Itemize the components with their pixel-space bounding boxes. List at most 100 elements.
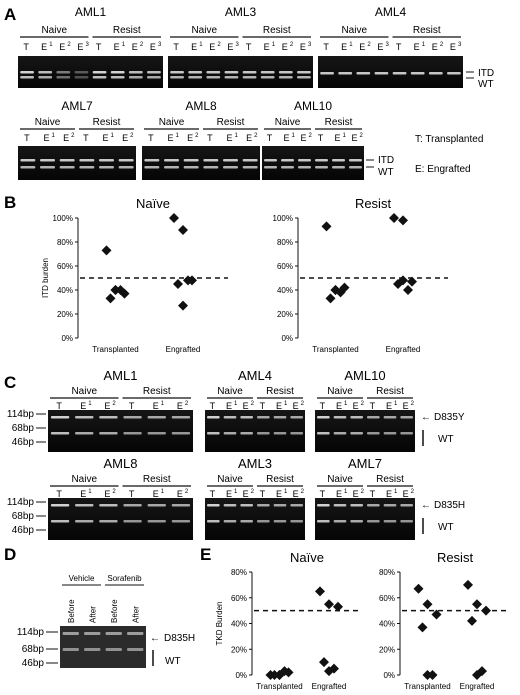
gel-band: [62, 632, 79, 635]
gel-band: [367, 416, 380, 419]
gel-band: [75, 504, 94, 507]
lane-label: T: [320, 401, 326, 411]
lane-superscript: 1: [88, 489, 92, 495]
lane-label: E: [177, 401, 183, 411]
gel-band: [147, 71, 161, 74]
gel-band: [383, 504, 397, 507]
gel-band: [75, 432, 94, 435]
gel-band: [242, 159, 258, 162]
lane-label: E: [114, 42, 120, 52]
gel-background: [315, 410, 415, 452]
lane-superscript: 1: [349, 42, 353, 48]
gel-band: [92, 76, 107, 79]
band-label-wt: WT: [438, 522, 454, 533]
gel-band: [170, 76, 184, 79]
x-category-label: Engrafted: [312, 682, 347, 691]
lane-label: E: [226, 489, 232, 499]
y-tick-label: 0%: [281, 334, 293, 343]
gel-band: [147, 432, 166, 435]
gel-band: [75, 520, 94, 523]
x-category-label: Engrafted: [386, 345, 421, 354]
data-point: [422, 599, 433, 610]
gel-band: [127, 632, 144, 635]
lane-superscript: 2: [301, 401, 305, 407]
gel-image: [60, 626, 146, 668]
gel-band: [188, 71, 203, 74]
gel-title: AML10: [294, 99, 332, 113]
panel-b: Naïve 100% 80% 60% 40% 20% 0% ITD burden Transpl…: [41, 196, 448, 354]
gel-title: AML8: [185, 99, 217, 113]
lane-label: T: [267, 133, 273, 143]
gel-band: [281, 159, 294, 162]
lane-label: E: [300, 133, 306, 143]
gel-band: [356, 72, 371, 75]
gel-band: [278, 71, 293, 74]
gel-title: AML1: [104, 368, 138, 383]
gel-band: [147, 76, 161, 79]
lane-superscript: 3: [158, 42, 162, 48]
gel-band: [281, 166, 294, 169]
gel-band: [273, 504, 287, 507]
gel-background: [142, 146, 260, 180]
gel-band: [383, 416, 397, 419]
gel-band: [127, 648, 144, 651]
lane-label: T: [210, 489, 216, 499]
y-tick-label: 40%: [231, 620, 247, 629]
gel-band: [320, 72, 334, 75]
data-point: [481, 605, 491, 616]
lane-superscript: 1: [344, 401, 348, 407]
data-point: [389, 213, 399, 223]
gel-band: [317, 520, 330, 523]
gel-band: [333, 520, 347, 523]
lane-label: After: [131, 606, 140, 623]
lane-superscript: 2: [301, 489, 305, 495]
panel-d-label: D: [4, 545, 16, 564]
lane-superscript: 1: [161, 489, 165, 495]
gel-band: [56, 71, 71, 74]
x-category-label: Engrafted: [460, 682, 495, 691]
lane-label: E: [336, 401, 342, 411]
gel-band: [105, 648, 122, 651]
lane-label: T: [370, 401, 376, 411]
data-point: [431, 609, 442, 620]
lane-label: E: [353, 489, 359, 499]
gel-band: [84, 632, 101, 635]
lane-superscript: 1: [343, 133, 347, 139]
gel-band: [110, 76, 125, 79]
lane-label: E: [386, 489, 392, 499]
panel-d: Vehicle Sorafenib Before After Before After 11…: [17, 574, 195, 669]
lane-label: E: [243, 401, 249, 411]
lane-superscript: 3: [235, 42, 239, 48]
gel-band: [206, 76, 221, 79]
lane-label: T: [96, 42, 102, 52]
gel-band: [99, 159, 114, 162]
gel-band: [62, 648, 79, 651]
gel-band: [105, 632, 122, 635]
gel-band: [298, 159, 311, 162]
gel-band: [79, 166, 95, 169]
lane-label: T: [56, 401, 62, 411]
lane-superscript: 1: [234, 401, 238, 407]
y-tick-label: 60%: [57, 262, 73, 271]
lane-label: T: [210, 401, 216, 411]
lane-superscript: 1: [422, 42, 426, 48]
data-point: [173, 279, 183, 289]
data-point: [467, 615, 477, 626]
lane-superscript: 2: [360, 133, 364, 139]
gel-background: [315, 498, 415, 540]
gel-band: [164, 166, 179, 169]
y-axis-label: ITD burden: [41, 258, 50, 298]
band-label-d835h: D835H: [164, 633, 195, 644]
gel-band: [367, 432, 380, 435]
data-point: [101, 245, 112, 256]
ladder-label: 114bp: [17, 627, 45, 638]
lane-superscript: 2: [112, 489, 116, 495]
lane-superscript: 2: [367, 42, 371, 48]
lane-label: E: [191, 42, 197, 52]
data-point: [472, 599, 482, 610]
group-label: Naive: [327, 386, 353, 397]
lane-label: E: [246, 133, 252, 143]
gel-band: [333, 416, 347, 419]
